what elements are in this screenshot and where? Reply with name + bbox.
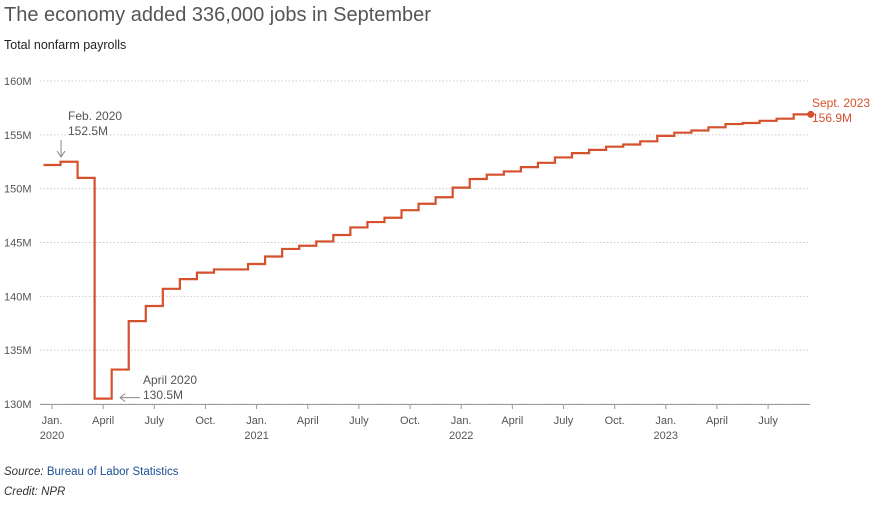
- payrolls-step-line: [43, 113, 811, 400]
- annotation-label: Feb. 2020: [68, 109, 122, 123]
- x-tick-year-label: 2022: [449, 430, 473, 442]
- annotation-label: April 2020: [143, 373, 197, 387]
- x-tick-label: Oct.: [400, 415, 420, 427]
- x-tick-label: Oct.: [605, 415, 625, 427]
- annotation-value: 130.5M: [143, 388, 183, 402]
- x-tick-year-label: 2020: [40, 430, 64, 442]
- x-tick-label: Jan.: [655, 415, 676, 427]
- x-tick-label: July: [349, 415, 369, 427]
- x-tick-label: Jan.: [451, 415, 472, 427]
- y-tick-label: 130M: [4, 399, 32, 411]
- x-tick-label: July: [145, 415, 165, 427]
- annotation-arrowhead: [56, 150, 66, 158]
- chart-title: The economy added 336,000 jobs in Septem…: [4, 4, 431, 26]
- x-tick-label: Oct.: [195, 415, 215, 427]
- annotation-value: 152.5M: [68, 124, 108, 138]
- x-tick-year-label: 2023: [654, 430, 678, 442]
- annotation-label: Sept. 2023: [812, 96, 870, 110]
- y-tick-label: 150M: [4, 184, 32, 196]
- x-tick-year-label: 2021: [244, 430, 268, 442]
- y-tick-label: 135M: [4, 345, 32, 357]
- x-tick-label: April: [92, 415, 114, 427]
- x-tick-label: April: [501, 415, 523, 427]
- payrolls-chart: 130M 135M 140M 145M 150M 155M 160M Jan. 2020 Apri…: [4, 76, 870, 442]
- x-tick-label: April: [706, 415, 728, 427]
- y-tick-label: 160M: [4, 76, 32, 88]
- y-tick-label: 155M: [4, 130, 32, 142]
- credit-line: Credit: NPR: [4, 486, 66, 498]
- annotation-value: 156.9M: [812, 111, 852, 125]
- x-tick-label: Jan.: [246, 415, 267, 427]
- y-tick-label: 145M: [4, 238, 32, 250]
- x-tick-label: July: [758, 415, 778, 427]
- y-tick-label: 140M: [4, 291, 32, 303]
- source-line: Source: Bureau of Labor Statistics: [4, 466, 179, 478]
- source-link[interactable]: Bureau of Labor Statistics: [46, 466, 179, 478]
- chart-subtitle: Total nonfarm payrolls: [4, 38, 127, 52]
- x-tick-label: Jan.: [42, 415, 63, 427]
- source-label: Source:: [4, 466, 44, 478]
- x-tick-label: July: [554, 415, 574, 427]
- x-tick-label: April: [297, 415, 319, 427]
- end-point-marker: [807, 110, 815, 118]
- annotation-arrowhead: [119, 393, 126, 403]
